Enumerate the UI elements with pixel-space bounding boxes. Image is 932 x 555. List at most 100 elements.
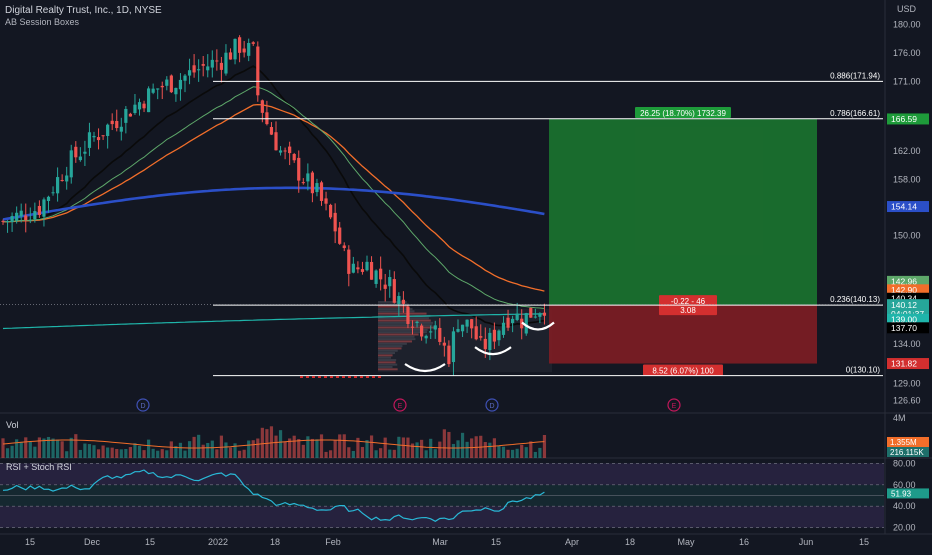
volume-bar	[256, 438, 260, 458]
volume-bar	[520, 444, 524, 458]
volume-bar	[106, 447, 110, 458]
rsi-oversold-band	[0, 506, 884, 528]
volume-profile-bar	[378, 363, 398, 366]
volume-bar	[60, 441, 64, 458]
candle-body	[10, 216, 14, 223]
candle-body	[78, 156, 82, 161]
volume-bar	[529, 441, 533, 458]
candle-body	[356, 267, 360, 270]
volume-profile-bar	[378, 319, 431, 322]
volume-bar	[215, 449, 219, 458]
volume-bar	[10, 445, 14, 458]
volume-bar	[260, 427, 264, 458]
candle-body	[56, 177, 60, 194]
volume-bar	[160, 449, 164, 458]
ma-teal-line	[2, 313, 545, 330]
volume-profile-bar	[378, 368, 398, 371]
candle-body	[388, 277, 392, 287]
volume-bar	[356, 437, 360, 458]
volume-bar	[128, 447, 132, 458]
candle-body	[474, 326, 478, 340]
stop-label-box	[643, 364, 723, 376]
volume-bar	[511, 449, 515, 458]
volume-bar	[124, 448, 128, 458]
volume-bar	[392, 449, 396, 458]
volume-bar	[69, 437, 73, 458]
candle-body	[415, 321, 419, 324]
candle-body	[442, 342, 446, 346]
volume-bar	[87, 444, 92, 458]
time-tick-label: 15	[859, 537, 869, 547]
volume-profile-bar	[378, 354, 393, 357]
volume-current-badge	[887, 437, 929, 447]
volume-profile-bar	[378, 328, 428, 331]
volume-profile-bar	[378, 352, 396, 355]
ma-blue-price: 154.14	[891, 202, 917, 212]
volume-bar	[283, 441, 287, 458]
volume-profile-bar	[378, 356, 392, 359]
volume-bar	[420, 439, 424, 458]
candle-body	[215, 60, 219, 62]
volume-bar	[483, 442, 487, 458]
volume-bar	[19, 441, 23, 458]
session-dot	[360, 376, 363, 378]
ma-green-price: 142.96	[891, 276, 917, 286]
candle-body	[115, 120, 119, 129]
candle-body	[542, 312, 547, 316]
volume-bar	[278, 430, 283, 458]
volume-bar	[178, 442, 183, 458]
candle-body	[5, 221, 10, 223]
rsi-label: RSI + Stoch RSI	[6, 462, 72, 472]
candle-body	[497, 330, 501, 341]
volume-bar	[42, 438, 46, 458]
volume-current: 1.355M	[890, 438, 917, 447]
indicator-name[interactable]: AB Session Boxes	[5, 17, 80, 27]
ma-black-price: 140.34	[891, 293, 917, 303]
rsi-tick-label: 20.00	[893, 523, 916, 533]
pattern-arc	[521, 321, 555, 331]
session-dot	[312, 376, 315, 378]
candle-body	[533, 316, 537, 318]
volume-bar	[147, 439, 151, 458]
candle-body	[501, 322, 506, 335]
volume-profile-bar	[378, 300, 407, 303]
candle-body	[60, 179, 64, 181]
candle-body	[538, 313, 542, 317]
volume-bar	[169, 441, 173, 458]
volume-bar	[342, 434, 346, 458]
pattern-arc	[404, 363, 446, 373]
volume-bar	[401, 437, 405, 458]
volume-bar	[83, 443, 87, 458]
volume-bar	[37, 437, 41, 458]
stop-price: 131.82	[891, 359, 917, 369]
pattern-arc	[474, 346, 512, 356]
volume-bar	[379, 448, 383, 458]
candle-body	[333, 212, 337, 232]
symbol-title[interactable]: Digital Realty Trust, Inc., 1D, NYSE	[5, 5, 162, 16]
candle-body	[338, 227, 342, 244]
candle-body	[429, 331, 433, 333]
volume-profile-bar	[378, 321, 434, 324]
candle-body	[151, 88, 155, 93]
candle-body	[420, 325, 424, 337]
currency-label[interactable]: USD	[896, 4, 916, 14]
candle-body	[83, 151, 87, 154]
volume-bar	[187, 441, 192, 458]
candle-body	[19, 210, 23, 217]
ma-blue-price-badge	[887, 201, 929, 213]
volume-bar	[397, 436, 401, 458]
volume-bar	[251, 440, 255, 458]
volume-bar	[74, 434, 78, 458]
poc-price-badge	[887, 322, 929, 334]
volume-bar	[206, 442, 210, 458]
volume-bar	[415, 442, 419, 458]
volume-bar	[269, 426, 274, 458]
candle-body	[137, 102, 142, 110]
event-marker-label: D	[140, 403, 145, 410]
candle-body	[256, 46, 260, 96]
ma-orange-price: 142.90	[891, 285, 917, 295]
candle-body	[15, 212, 19, 221]
volume-bar	[470, 438, 474, 458]
